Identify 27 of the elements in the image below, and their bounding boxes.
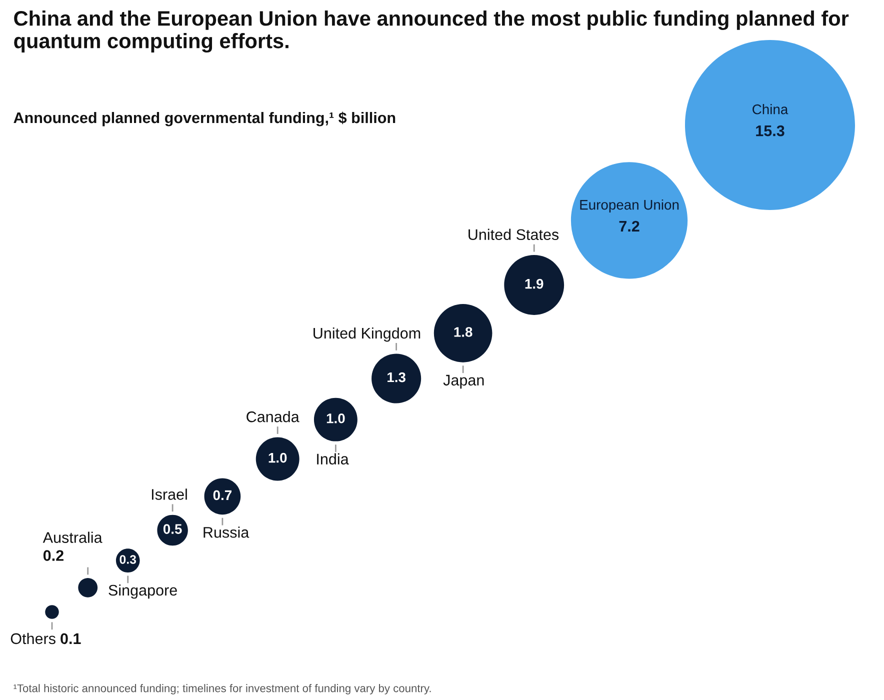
data-label: 15.3: [756, 125, 784, 136]
data-label: 1.0: [326, 413, 345, 424]
data-label: 0.1: [60, 633, 81, 644]
data-label: 0.5: [163, 524, 182, 534]
category-label: European Union: [580, 200, 679, 212]
category-label: United States: [468, 228, 559, 240]
category-label: China: [752, 104, 788, 114]
category-label: Canada: [246, 411, 300, 422]
data-label: 1.3: [388, 372, 406, 382]
text: Announced planned governmental funding,¹ $ billion: [14, 112, 396, 126]
data-label: 7.2: [619, 220, 640, 232]
data-label: 1.8: [454, 327, 472, 337]
data-label: 0.2: [43, 550, 64, 561]
category-label: Israel: [152, 488, 187, 500]
data-label: 1.0: [268, 452, 287, 463]
data-label: 1.9: [525, 278, 544, 289]
text: China and the European Union have announced the most public funding planned for quantum computing efforts.: [14, 10, 849, 53]
category-label: Others: [10, 632, 56, 644]
category-label: United Kingdom: [314, 327, 420, 342]
category-label: Australia: [42, 532, 102, 543]
category-label: Singapore: [108, 584, 177, 599]
data-label: 0.3: [120, 555, 136, 564]
text: ¹Total historic announced funding; timelines for investment of funding vary by country.: [14, 684, 431, 694]
data-label: 0.7: [213, 490, 232, 500]
category-label: Russia: [204, 526, 250, 538]
category-label: India: [317, 453, 349, 465]
category-label: Japan: [443, 374, 484, 389]
